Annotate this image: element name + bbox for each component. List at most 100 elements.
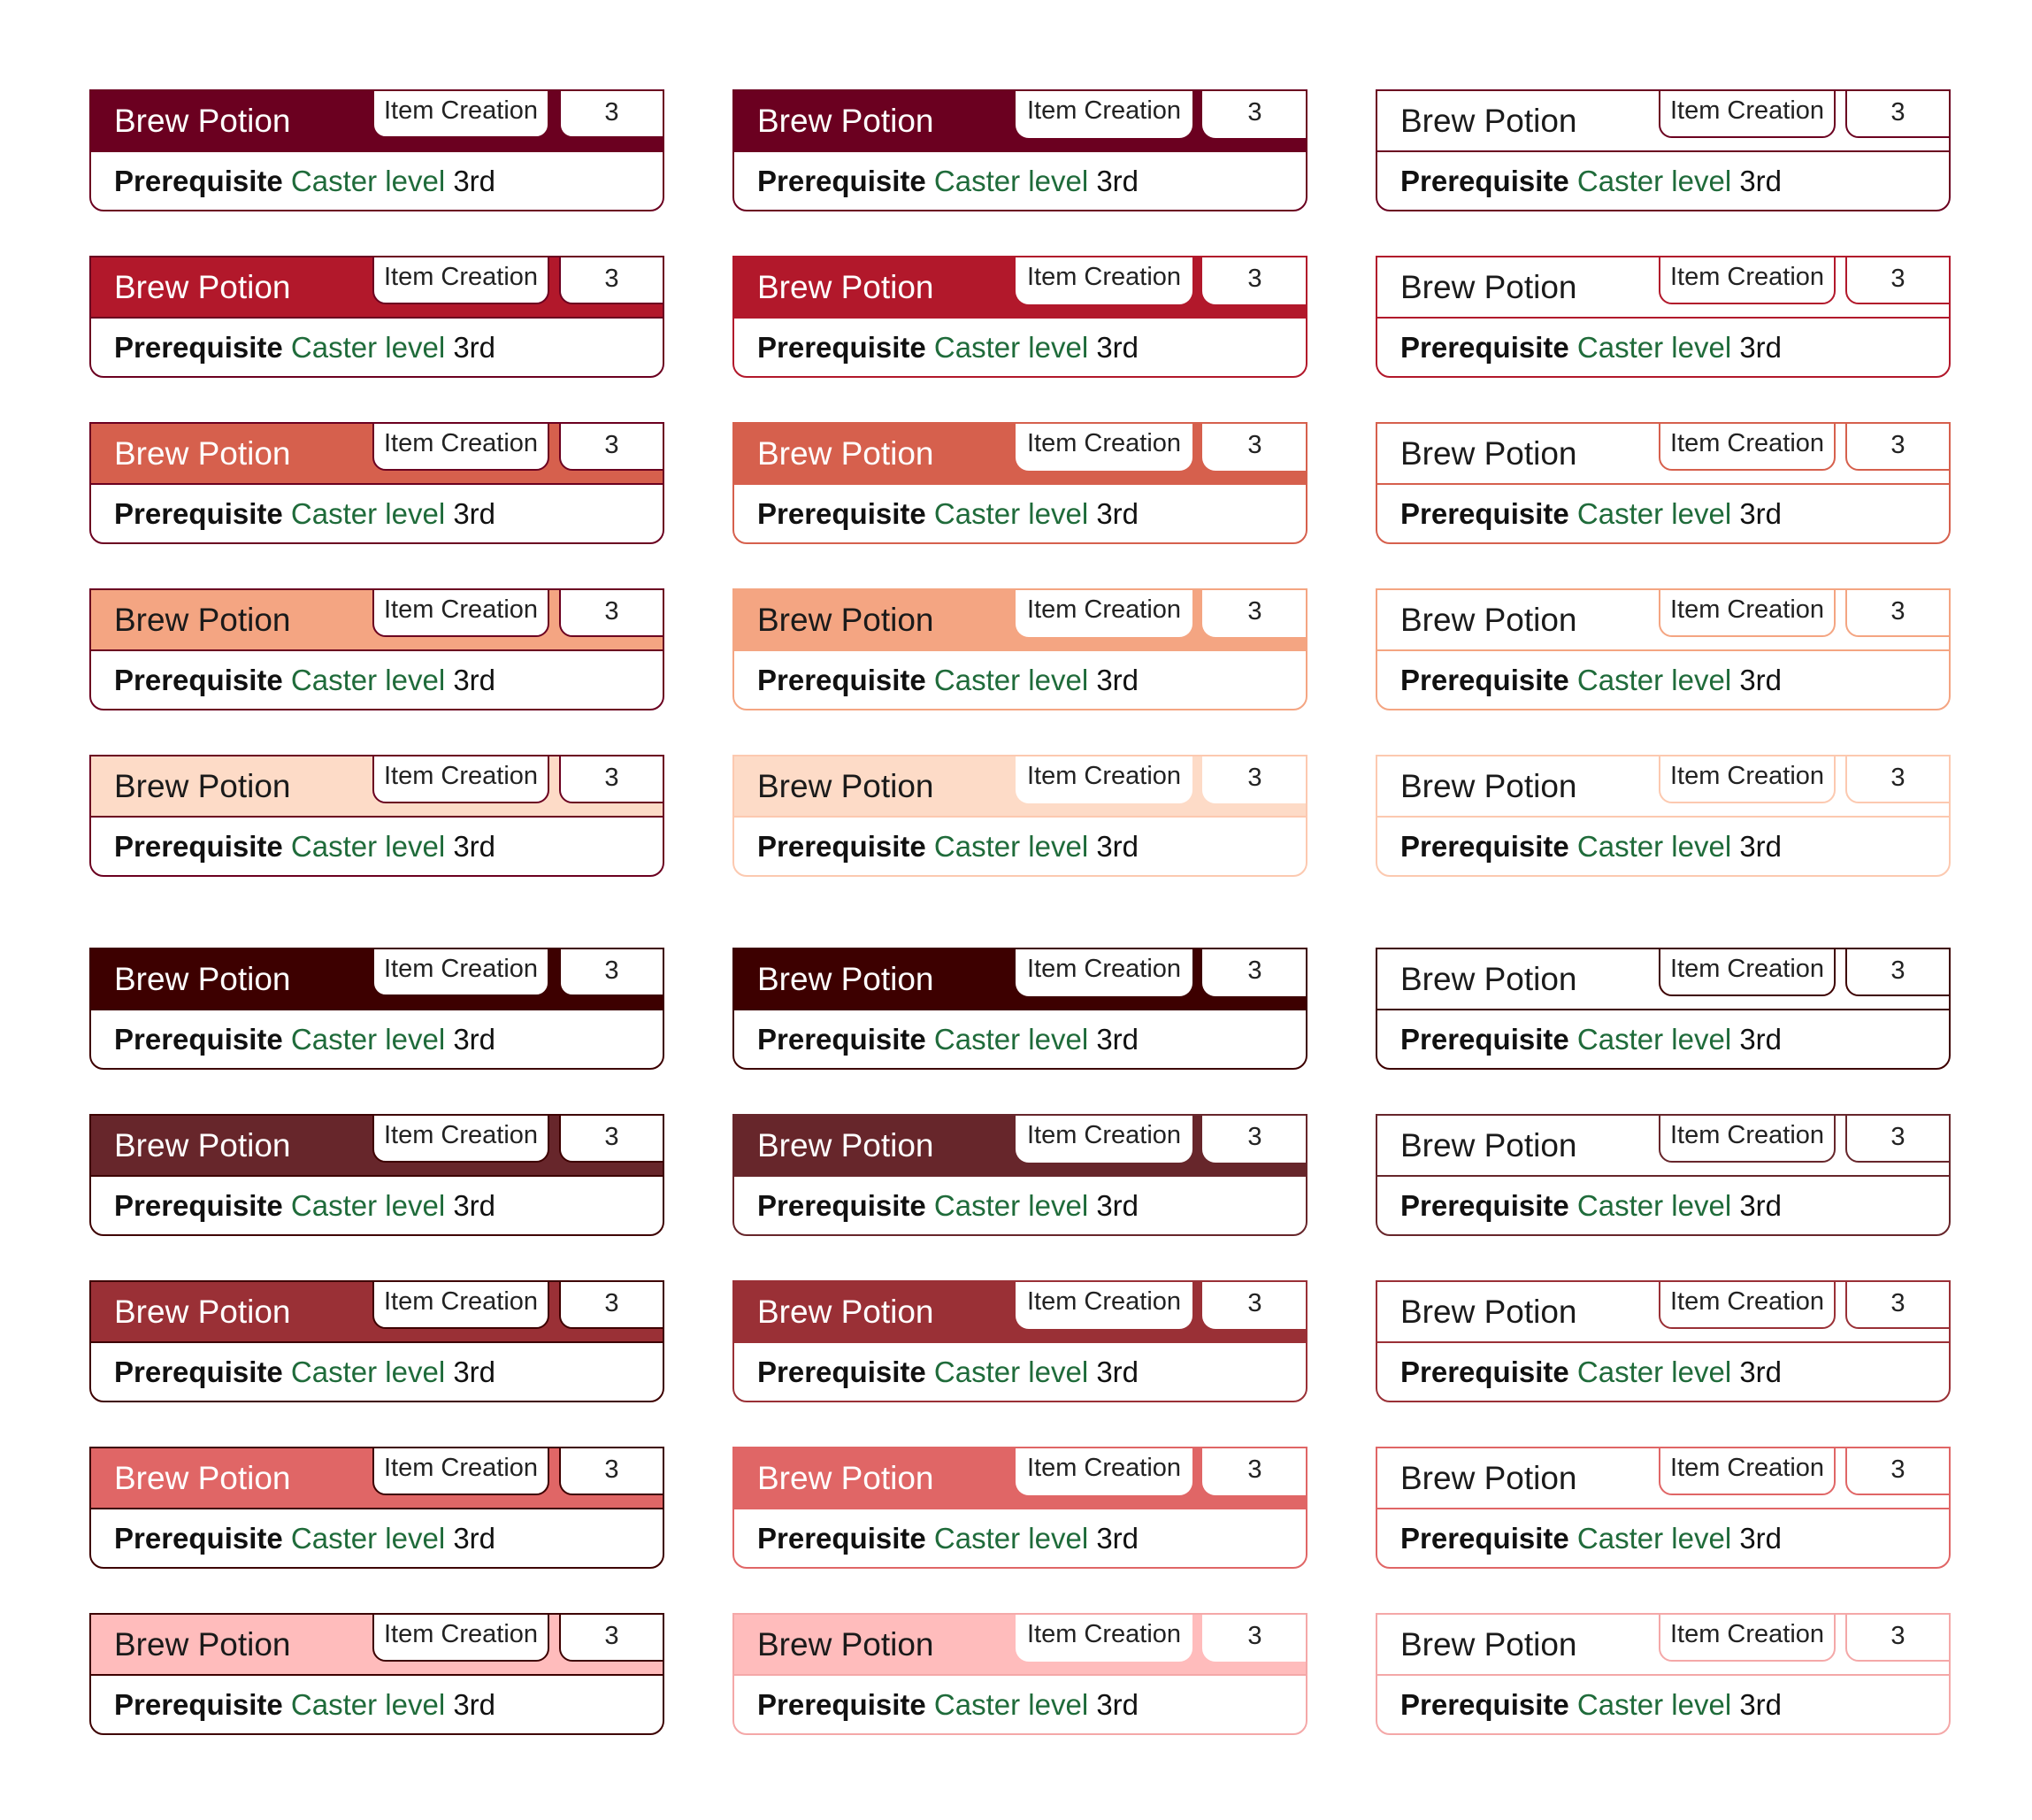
caster-level-link[interactable]: Caster level (933, 1189, 1089, 1222)
card-header: Brew Potion Item Creation 3 (734, 257, 1306, 319)
caster-level-link[interactable]: Caster level (933, 1023, 1089, 1056)
card-header: Brew Potion Item Creation 3 (1377, 1282, 1949, 1343)
caster-level-link[interactable]: Caster level (290, 497, 446, 530)
caster-level-link[interactable]: Caster level (1576, 1023, 1732, 1056)
category-tag: Item Creation (372, 1116, 549, 1163)
feat-card: Brew Potion Item Creation 3 Prerequisite Ca… (732, 948, 1307, 1070)
caster-level-link[interactable]: Caster level (1576, 331, 1732, 364)
category-tag: Item Creation (372, 949, 549, 996)
prerequisite-value: 3rd (1739, 664, 1783, 696)
category-tag: Item Creation (1016, 1116, 1192, 1163)
level-tag: 3 (559, 590, 663, 637)
feat-card: Brew Potion Item Creation 3 Prerequisite Ca… (732, 89, 1307, 211)
caster-level-link[interactable]: Caster level (933, 165, 1089, 197)
card-header: Brew Potion Item Creation 3 (734, 91, 1306, 152)
prerequisite-value: 3rd (1096, 331, 1139, 364)
card-title: Brew Potion (114, 1626, 291, 1663)
prerequisite-label: Prerequisite (114, 497, 283, 530)
prerequisite-line: Prerequisite Caster level 3rd (1400, 663, 1782, 698)
category-tag: Item Creation (1659, 257, 1836, 304)
caster-level-link[interactable]: Caster level (290, 1023, 446, 1056)
level-tag: 3 (559, 1116, 663, 1163)
level-tag: 3 (559, 1615, 663, 1662)
card-title: Brew Potion (1400, 1294, 1577, 1330)
caster-level-link[interactable]: Caster level (1576, 664, 1732, 696)
prerequisite-label: Prerequisite (757, 497, 926, 530)
prerequisite-value: 3rd (1096, 664, 1139, 696)
caster-level-link[interactable]: Caster level (1576, 1688, 1732, 1721)
prerequisite-line: Prerequisite Caster level 3rd (114, 330, 495, 365)
prerequisite-label: Prerequisite (1400, 497, 1569, 530)
prerequisite-label: Prerequisite (114, 331, 283, 364)
card-header: Brew Potion Item Creation 3 (1377, 949, 1949, 1010)
level-tag: 3 (1202, 949, 1306, 996)
prerequisite-line: Prerequisite Caster level 3rd (1400, 1188, 1782, 1224)
caster-level-link[interactable]: Caster level (1576, 1189, 1732, 1222)
caster-level-link[interactable]: Caster level (933, 1522, 1089, 1555)
caster-level-link[interactable]: Caster level (290, 331, 446, 364)
category-tag: Item Creation (1016, 1448, 1192, 1495)
caster-level-link[interactable]: Caster level (290, 1688, 446, 1721)
caster-level-link[interactable]: Caster level (1576, 165, 1732, 197)
card-header: Brew Potion Item Creation 3 (734, 1116, 1306, 1177)
feat-card: Brew Potion Item Creation 3 Prerequisite Ca… (89, 1447, 664, 1569)
caster-level-link[interactable]: Caster level (290, 664, 446, 696)
prerequisite-line: Prerequisite Caster level 3rd (1400, 164, 1782, 199)
caster-level-link[interactable]: Caster level (290, 830, 446, 863)
prerequisite-label: Prerequisite (757, 1023, 926, 1056)
prerequisite-value: 3rd (1739, 331, 1783, 364)
caster-level-link[interactable]: Caster level (290, 165, 446, 197)
level-tag: 3 (1845, 1448, 1949, 1495)
card-header: Brew Potion Item Creation 3 (734, 1615, 1306, 1676)
card-title: Brew Potion (1400, 1460, 1577, 1496)
card-header: Brew Potion Item Creation 3 (1377, 1116, 1949, 1177)
prerequisite-line: Prerequisite Caster level 3rd (1400, 496, 1782, 532)
caster-level-link[interactable]: Caster level (933, 331, 1089, 364)
feat-card: Brew Potion Item Creation 3 Prerequisite Ca… (89, 948, 664, 1070)
prerequisite-line: Prerequisite Caster level 3rd (114, 1521, 495, 1556)
caster-level-link[interactable]: Caster level (933, 830, 1089, 863)
card-header: Brew Potion Item Creation 3 (1377, 1448, 1949, 1509)
feat-card: Brew Potion Item Creation 3 Prerequisite Ca… (732, 1280, 1307, 1402)
prerequisite-label: Prerequisite (114, 1522, 283, 1555)
prerequisite-label: Prerequisite (1400, 1355, 1569, 1388)
level-tag: 3 (1202, 257, 1306, 304)
feat-card: Brew Potion Item Creation 3 Prerequisite Ca… (1376, 1114, 1951, 1236)
card-title: Brew Potion (1400, 768, 1577, 804)
category-tag: Item Creation (372, 257, 549, 304)
caster-level-link[interactable]: Caster level (290, 1355, 446, 1388)
card-header: Brew Potion Item Creation 3 (91, 756, 663, 818)
level-tag: 3 (1845, 1116, 1949, 1163)
caster-level-link[interactable]: Caster level (933, 497, 1089, 530)
prerequisite-value: 3rd (453, 1355, 496, 1388)
level-tag: 3 (1845, 1615, 1949, 1662)
prerequisite-value: 3rd (1739, 1355, 1783, 1388)
feat-card: Brew Potion Item Creation 3 Prerequisite Ca… (89, 1280, 664, 1402)
prerequisite-label: Prerequisite (1400, 1023, 1569, 1056)
prerequisite-line: Prerequisite Caster level 3rd (114, 829, 495, 864)
feat-card: Brew Potion Item Creation 3 Prerequisite Ca… (89, 89, 664, 211)
caster-level-link[interactable]: Caster level (933, 664, 1089, 696)
caster-level-link[interactable]: Caster level (1576, 830, 1732, 863)
feat-card: Brew Potion Item Creation 3 Prerequisite Ca… (89, 422, 664, 544)
feat-card: Brew Potion Item Creation 3 Prerequisite Ca… (1376, 755, 1951, 877)
prerequisite-label: Prerequisite (1400, 331, 1569, 364)
level-tag: 3 (1202, 756, 1306, 803)
prerequisite-value: 3rd (1739, 497, 1783, 530)
caster-level-link[interactable]: Caster level (933, 1688, 1089, 1721)
prerequisite-value: 3rd (453, 1688, 496, 1721)
caster-level-link[interactable]: Caster level (1576, 1522, 1732, 1555)
caster-level-link[interactable]: Caster level (1576, 1355, 1732, 1388)
prerequisite-label: Prerequisite (1400, 1688, 1569, 1721)
caster-level-link[interactable]: Caster level (1576, 497, 1732, 530)
feat-card: Brew Potion Item Creation 3 Prerequisite Ca… (89, 588, 664, 710)
prerequisite-value: 3rd (1096, 1688, 1139, 1721)
caster-level-link[interactable]: Caster level (933, 1355, 1089, 1388)
caster-level-link[interactable]: Caster level (290, 1522, 446, 1555)
caster-level-link[interactable]: Caster level (290, 1189, 446, 1222)
feat-card: Brew Potion Item Creation 3 Prerequisite Ca… (1376, 89, 1951, 211)
prerequisite-label: Prerequisite (114, 1023, 283, 1056)
level-tag: 3 (1845, 91, 1949, 138)
prerequisite-line: Prerequisite Caster level 3rd (1400, 1355, 1782, 1390)
prerequisite-line: Prerequisite Caster level 3rd (757, 330, 1139, 365)
